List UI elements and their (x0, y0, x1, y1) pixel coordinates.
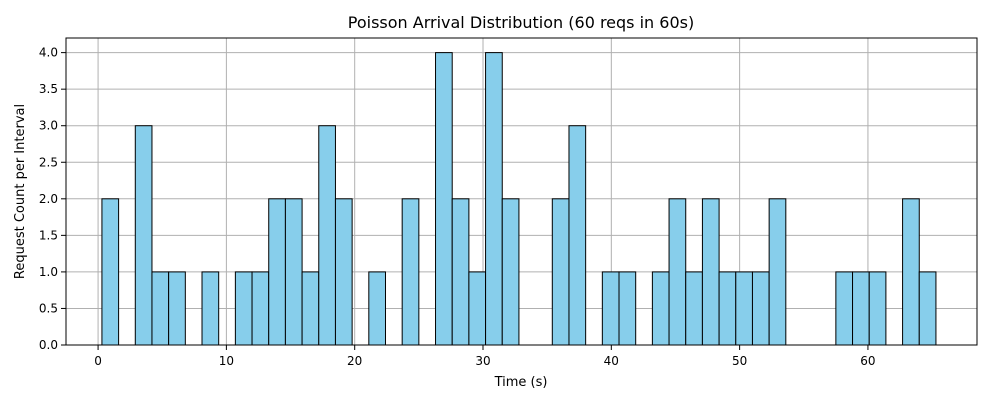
histogram-bar (701, 198, 720, 346)
histogram-bar (318, 125, 336, 346)
histogram-bar (134, 125, 153, 346)
x-tick-label: 20 (347, 354, 362, 368)
histogram-bar (468, 271, 487, 346)
histogram-bar (501, 198, 520, 346)
y-tick-label: 1.5 (39, 228, 58, 242)
histogram-bar (551, 198, 570, 346)
x-tick-label: 40 (604, 354, 619, 368)
histogram-bar (301, 271, 320, 346)
histogram-bar (852, 271, 870, 346)
histogram-bar (401, 198, 420, 346)
histogram-bar (101, 198, 120, 346)
histogram-bar (668, 198, 687, 346)
histogram-bar (918, 271, 937, 346)
y-tick-label: 0.5 (39, 301, 58, 315)
x-tick-label: 10 (219, 354, 234, 368)
histogram-bar (251, 271, 270, 346)
histogram-bar (334, 198, 353, 346)
histogram-bar (768, 198, 787, 346)
histogram-bar (485, 52, 503, 346)
histogram-bar (902, 198, 920, 346)
y-tick-label: 1.0 (39, 265, 58, 279)
histogram-bar (201, 271, 220, 346)
bars (101, 52, 937, 346)
y-tick-label: 0.0 (39, 338, 58, 352)
y-tick-label: 4.0 (39, 46, 58, 60)
histogram-bar (651, 271, 670, 346)
y-tick-label: 3.5 (39, 82, 58, 96)
y-tick-label: 2.5 (39, 155, 58, 169)
x-tick-label: 30 (475, 354, 490, 368)
histogram-bar (618, 271, 637, 346)
histogram-bar (234, 271, 253, 346)
histogram-bar (751, 271, 770, 346)
x-tick-label: 60 (860, 354, 875, 368)
histogram-bar (435, 52, 453, 346)
histogram-bar (601, 271, 620, 346)
x-axis-label: Time (s) (494, 375, 548, 390)
histogram-bar (284, 198, 303, 346)
histogram-bar (368, 271, 386, 346)
y-tick-label: 3.0 (39, 119, 58, 133)
histogram-bar (735, 271, 753, 346)
y-axis-ticks: 0.0 0.5 1.0 1.5 2.0 2.5 3.0 3.5 4.0 (39, 46, 66, 352)
histogram-bar (835, 271, 854, 346)
plot-frame (65, 37, 978, 346)
histogram-bar (868, 271, 887, 346)
x-axis-ticks: 0 10 20 30 40 50 60 (94, 345, 876, 368)
y-tick-label: 2.0 (39, 192, 58, 206)
y-axis-label: Request Count per Interval (13, 104, 28, 279)
grid-lines (66, 38, 977, 346)
histogram-bar (268, 198, 286, 346)
histogram-bar (718, 271, 737, 346)
x-tick-label: 0 (94, 354, 102, 368)
chart-title: Poisson Arrival Distribution (60 reqs in… (348, 13, 694, 32)
x-tick-label: 50 (732, 354, 747, 368)
histogram-bar (168, 271, 186, 346)
histogram-bar (151, 271, 170, 346)
histogram-bar (568, 125, 587, 346)
histogram-bar (685, 271, 703, 346)
histogram-bar (451, 198, 470, 346)
